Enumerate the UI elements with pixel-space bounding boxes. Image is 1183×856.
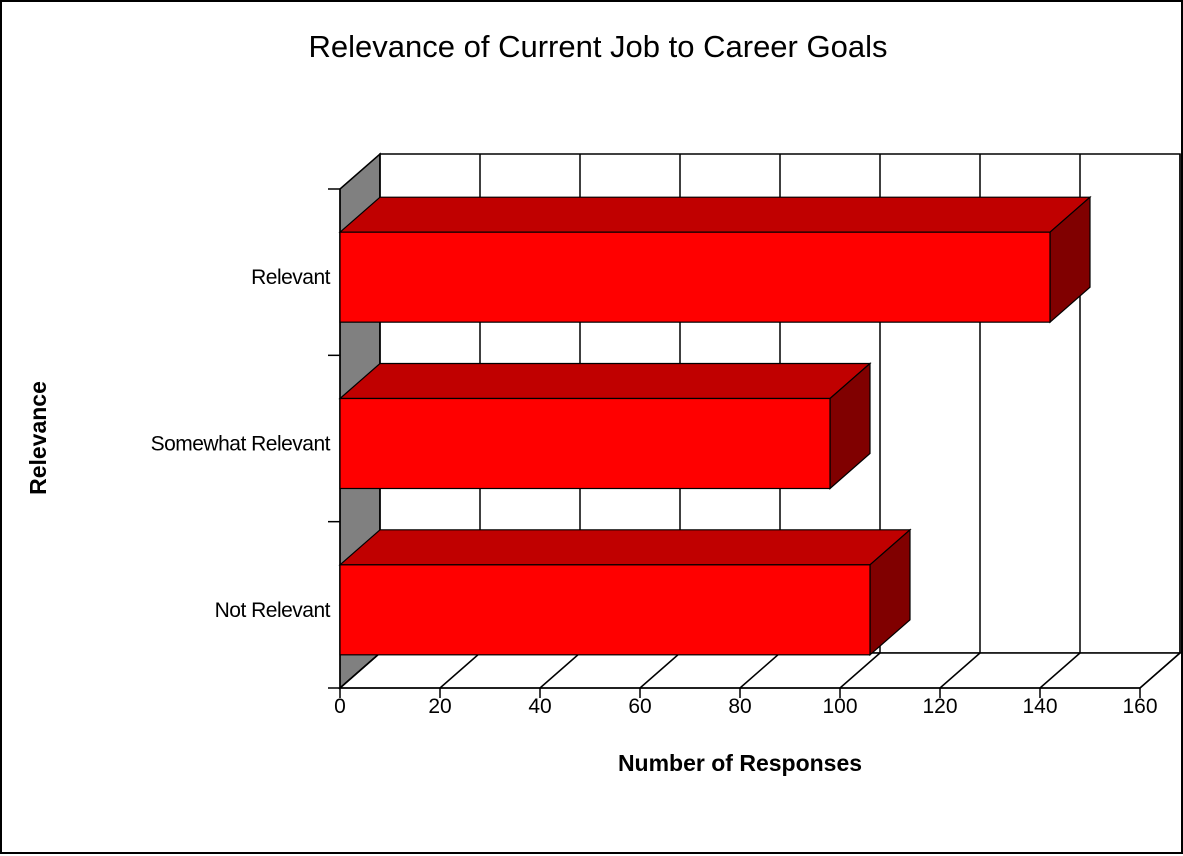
x-tick-label: 80 [728,695,751,718]
floor-gridline [839,652,881,689]
bar-top [338,196,1092,233]
category-labels: Relevant Somewhat Relevant Not Relevant [151,266,332,622]
bar-group [338,362,872,490]
category-label: Somewhat Relevant [151,433,331,456]
x-tick-label: 120 [922,695,957,718]
x-tick-label: 100 [822,695,857,718]
floor-gridline [739,652,781,689]
bar-group [338,528,912,657]
bar-top [338,529,912,566]
y-axis-title: Relevance [25,381,51,495]
bar [339,231,1051,323]
x-tick-label: 60 [628,695,651,718]
floor-gridline [1039,652,1081,689]
category-label: Not Relevant [215,599,331,622]
chart-title: Relevance of Current Job to Career Goals [309,29,888,64]
bar [339,397,831,490]
x-tick-label: 40 [528,695,551,718]
category-label: Relevant [251,266,331,289]
x-axis-title: Number of Responses [618,750,862,776]
x-tick-label: 160 [1122,695,1157,718]
x-tick-label: 0 [334,695,346,718]
floor-gridline [539,652,581,689]
bar-group [338,195,1092,324]
x-tick-labels: 0 20 40 60 80 100 120 140 160 [334,695,1157,718]
floor-gridline [1139,652,1181,689]
x-tick-label: 20 [428,695,451,718]
floor-gridline [339,652,381,689]
bar [339,564,871,656]
bar-top [338,362,872,400]
floor-gridline [639,652,681,689]
floor-gridline [939,652,981,689]
floor-gridline [439,652,481,689]
chart-bars [338,195,1092,657]
x-tick-label: 140 [1022,695,1057,718]
